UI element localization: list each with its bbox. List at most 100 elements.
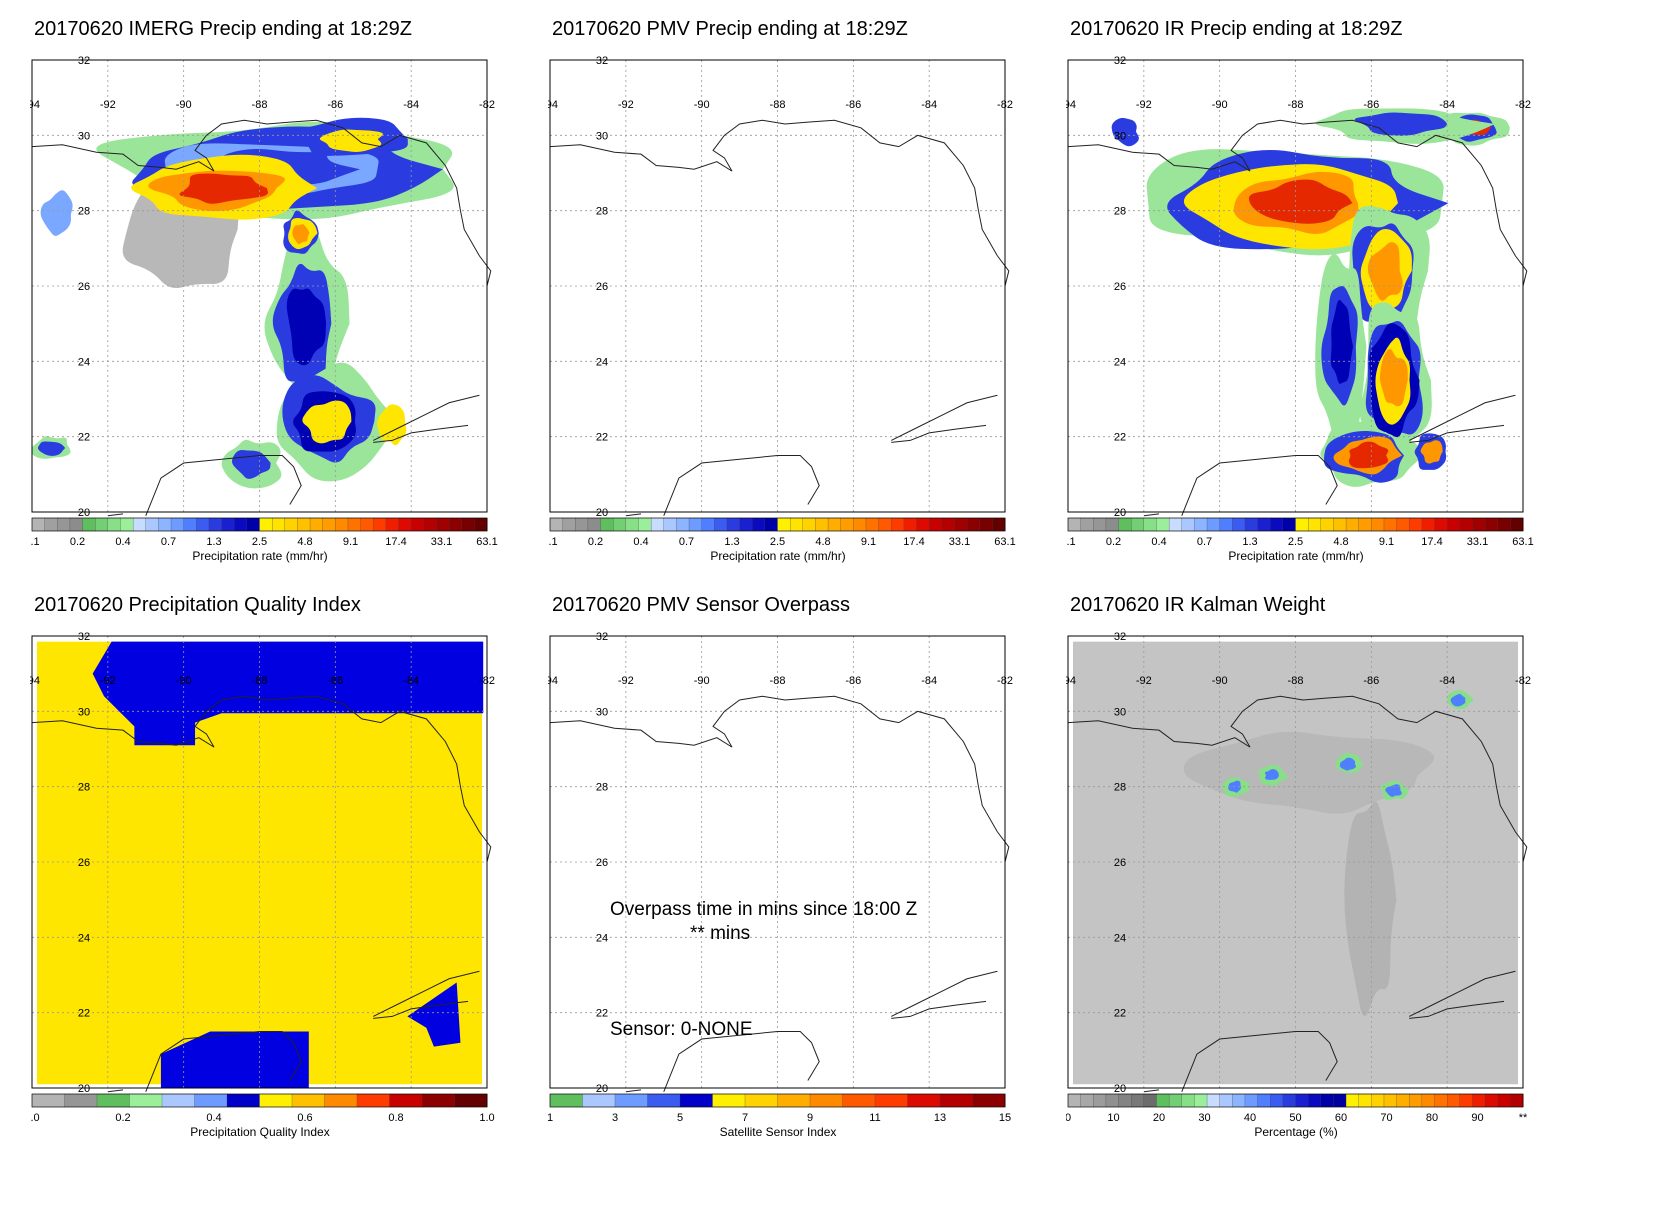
colorbar-swatch (1409, 517, 1423, 532)
coastline-1 (891, 970, 998, 1017)
colorbar-frame (1067, 1093, 1524, 1108)
colorbar-swatch (1307, 1093, 1322, 1108)
coastline-3 (1181, 1031, 1338, 1092)
coastline-4 (107, 513, 124, 517)
colorbar-swatch (1131, 1093, 1145, 1108)
coastline-2 (1409, 424, 1505, 443)
colorbar-swatch (1118, 1093, 1132, 1108)
lon-label: -94 (30, 99, 40, 111)
colorbar-swatch (1156, 517, 1170, 532)
colorbar-tick-label: 30 (1198, 1112, 1210, 1124)
colorbar-swatch (600, 517, 614, 532)
colorbar-swatch (1156, 1093, 1170, 1108)
lon-label: -90 (694, 99, 710, 111)
colorbar-swatch (878, 517, 892, 532)
lat-label: 24 (596, 356, 608, 368)
colorbar-swatch (939, 1093, 974, 1108)
precip-cell (286, 288, 327, 366)
colorbar-swatch (638, 517, 652, 532)
colorbar-swatch (1484, 1093, 1499, 1108)
lon-label: -84 (1439, 675, 1455, 687)
colorbar-tick-label: 7 (742, 1112, 748, 1124)
colorbar-swatch (284, 517, 298, 532)
lat-label: 32 (1114, 631, 1126, 643)
lon-label: -94 (1066, 675, 1076, 687)
lat-label: 26 (78, 281, 90, 293)
precip-cell (1348, 441, 1389, 469)
colorbar-swatch (1472, 1093, 1486, 1108)
lat-label: 26 (596, 857, 608, 869)
colorbar-swatch (929, 517, 943, 532)
colorbar-swatch (324, 1093, 358, 1108)
coastline-3 (663, 455, 820, 516)
colorbar-tick-label: ** (1519, 1112, 1528, 1124)
colorbar-swatch (31, 517, 46, 532)
colorbar-swatch (246, 517, 261, 532)
colorbar-swatch (1194, 1093, 1208, 1108)
lat-label: 22 (78, 432, 90, 444)
precip-cell (1248, 179, 1353, 224)
colorbar-swatch (874, 1093, 909, 1108)
colorbar-tick-label: 50 (1289, 1112, 1301, 1124)
colorbar-swatch (1232, 517, 1246, 532)
coastline-2 (373, 424, 469, 443)
colorbar-tick-label: 0.0 (30, 1112, 40, 1124)
precip-cell (302, 400, 352, 444)
colorbar-swatch (221, 517, 235, 532)
colorbar-swatch (96, 1093, 131, 1108)
colorbar-swatch (663, 517, 677, 532)
colorbar-swatch (688, 517, 703, 532)
colorbar-tick-label: 2.5 (252, 536, 267, 548)
colorbar-label: Precipitation rate (mm/hr) (1228, 549, 1364, 563)
colorbar-swatch (196, 517, 210, 532)
colorbar-label: Percentage (%) (1254, 1125, 1338, 1139)
colorbar-swatch (1307, 517, 1322, 532)
pqi-low-region (92, 641, 484, 746)
coastline-3 (145, 455, 302, 516)
colorbar-swatch (1383, 1093, 1398, 1108)
colorbar-swatch (347, 517, 362, 532)
lon-label: -84 (921, 99, 937, 111)
lat-label: 30 (1114, 706, 1126, 718)
lon-label: -90 (1212, 99, 1228, 111)
colorbar-swatch (183, 517, 197, 532)
colorbar-tick-label: 17.4 (903, 536, 924, 548)
panel-pmv-sensor-overpass: -94-92-90-88-86-84-823230282624222013579… (548, 580, 1088, 1190)
colorbar-tick-label: 0.4 (633, 536, 648, 548)
lon-label: -92 (100, 675, 116, 687)
colorbar-tick-label: 4.8 (297, 536, 312, 548)
coastline-3 (1181, 455, 1338, 516)
colorbar-tick-label: 1.0 (479, 1112, 494, 1124)
panel-title: 20170620 Precipitation Quality Index (34, 594, 361, 616)
colorbar-swatch (335, 517, 349, 532)
colorbar-swatch (1345, 517, 1360, 532)
coastline-4 (1143, 1089, 1160, 1093)
lon-label: -84 (403, 99, 419, 111)
lat-label: 26 (78, 857, 90, 869)
colorbar-tick-label: 0.8 (388, 1112, 403, 1124)
lat-label: 22 (596, 1008, 608, 1020)
map-plot: -94 -92 -90 -88 -86 -84 -82 32 30 28 26 24 22 20 0.1 0.… (1066, 55, 1534, 548)
colorbar-swatch (954, 517, 968, 532)
precip-cell (1420, 440, 1443, 464)
colorbar-swatch (865, 517, 880, 532)
colorbar-tick-label: 3 (612, 1112, 618, 1124)
colorbar-tick-label: 63.1 (476, 536, 497, 548)
colorbar-label: Precipitation rate (mm/hr) (710, 549, 846, 563)
coastline-1 (891, 394, 998, 441)
panel-title: 20170620 PMV Sensor Overpass (552, 594, 850, 616)
colorbar-swatch (259, 517, 273, 532)
lon-label: -86 (1363, 99, 1379, 111)
map-plot: -94 -92 -90 -88 -86 -84 -82 32 30 28 26 24 22 20 0.1 0.… (30, 55, 498, 548)
precip-cell (1354, 112, 1448, 136)
colorbar-swatch (1105, 1093, 1120, 1108)
colorbar-tick-label: 4.8 (815, 536, 830, 548)
colorbar-swatch (650, 517, 665, 532)
colorbar-swatch (1067, 1093, 1082, 1108)
colorbar-swatch (411, 517, 425, 532)
map-frame (1067, 59, 1524, 513)
colorbar-swatch (297, 517, 311, 532)
colorbar-frame (1067, 517, 1524, 532)
colorbar-tick-label: 0.2 (1106, 536, 1121, 548)
colorbar-label: Satellite Sensor Index (719, 1125, 837, 1139)
